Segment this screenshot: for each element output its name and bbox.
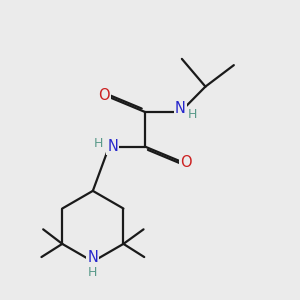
Text: N: N bbox=[87, 250, 98, 265]
Text: N: N bbox=[175, 101, 186, 116]
Text: H: H bbox=[88, 266, 98, 279]
Text: H: H bbox=[93, 137, 103, 150]
Text: O: O bbox=[98, 88, 110, 103]
Text: N: N bbox=[107, 139, 118, 154]
Text: O: O bbox=[180, 155, 191, 170]
Text: H: H bbox=[188, 108, 197, 121]
